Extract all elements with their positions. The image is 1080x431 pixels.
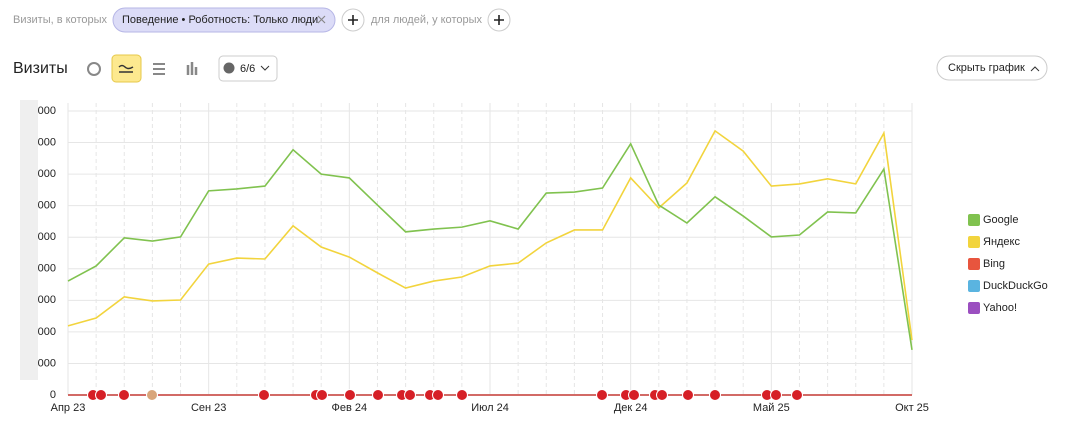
y-tick-label: 000	[38, 357, 56, 369]
x-tick-label: Апр 23	[51, 402, 86, 414]
hide-chart-text: Скрыть график	[948, 62, 1025, 74]
chart: Апр 23 Сен 23 Фев 24 Июл 24 Дек 24 Май 25 Окт …	[38, 103, 1048, 414]
x-tick-label: Дек 24	[614, 402, 648, 414]
area-view[interactable]	[153, 63, 165, 75]
filter-middle: для людей, у которых	[371, 14, 482, 26]
chip-remove[interactable]	[317, 15, 326, 24]
annotation-badge	[682, 389, 694, 401]
chevron	[260, 65, 270, 71]
pie-view[interactable]	[87, 62, 101, 76]
section-title: Визиты	[13, 60, 68, 77]
legend-label: Bing	[983, 258, 1005, 270]
y-tick-label: 000	[38, 294, 56, 306]
y-tick-label: 000	[38, 326, 56, 338]
y-tick-label: 000	[38, 136, 56, 148]
chip-text: Поведение • Роботность: Только люди	[122, 14, 318, 26]
annotation-badge	[344, 389, 356, 401]
legend-label: Yahoo!	[983, 302, 1017, 314]
annotation-badge	[709, 389, 721, 401]
series-icon	[223, 62, 235, 74]
y-tick-label: 000	[38, 263, 56, 275]
annotation-badge	[404, 389, 416, 401]
x-tick-label: Июл 24	[471, 402, 509, 414]
blur-mask	[20, 100, 38, 380]
annotation-badge	[372, 389, 384, 401]
filter-prefix: Визиты, в которых	[13, 14, 107, 26]
y-tick-label: 000	[38, 231, 56, 243]
x-tick-label: Окт 25	[895, 402, 929, 414]
legend-swatch	[968, 236, 980, 248]
y-tick-label: 000	[38, 105, 56, 117]
x-tick-label: Май 25	[753, 402, 790, 414]
filter-chip[interactable]	[112, 7, 336, 33]
series-line	[67, 129, 913, 341]
series-count: 6/6	[240, 63, 255, 75]
annotation-badge	[770, 389, 782, 401]
series-line	[67, 142, 913, 350]
add-icon	[348, 15, 358, 25]
legend-swatch	[968, 258, 980, 270]
legend-swatch	[968, 302, 980, 314]
legend-label: Google	[983, 214, 1018, 226]
annotation-badge	[258, 389, 270, 401]
bar-view[interactable]	[186, 62, 198, 75]
legend-label: DuckDuckGo	[983, 280, 1048, 292]
x-tick-label: Сен 23	[191, 402, 226, 414]
series-picker[interactable]	[218, 55, 278, 82]
annotation-badge	[95, 389, 107, 401]
y-tick-label: 0	[50, 389, 56, 401]
annotation-badge	[432, 389, 444, 401]
annotation-badge	[146, 389, 158, 401]
annotation-badge	[316, 389, 328, 401]
add-icon	[494, 15, 504, 25]
y-tick-label: 000	[38, 168, 56, 180]
annotation-badge	[596, 389, 608, 401]
y-tick-label: 000	[38, 200, 56, 212]
annotation-badge	[656, 389, 668, 401]
annotation-badge	[118, 389, 130, 401]
hide-chart-button[interactable]	[936, 55, 1048, 81]
legend-swatch	[968, 280, 980, 292]
annotation-badge	[628, 389, 640, 401]
legend-swatch	[968, 214, 980, 226]
annotation-badge	[791, 389, 803, 401]
legend-label: Яндекс	[983, 236, 1020, 248]
annotation-badge	[456, 389, 468, 401]
chevron	[1030, 66, 1040, 72]
line-icon	[118, 64, 134, 73]
x-tick-label: Фев 24	[332, 402, 368, 414]
